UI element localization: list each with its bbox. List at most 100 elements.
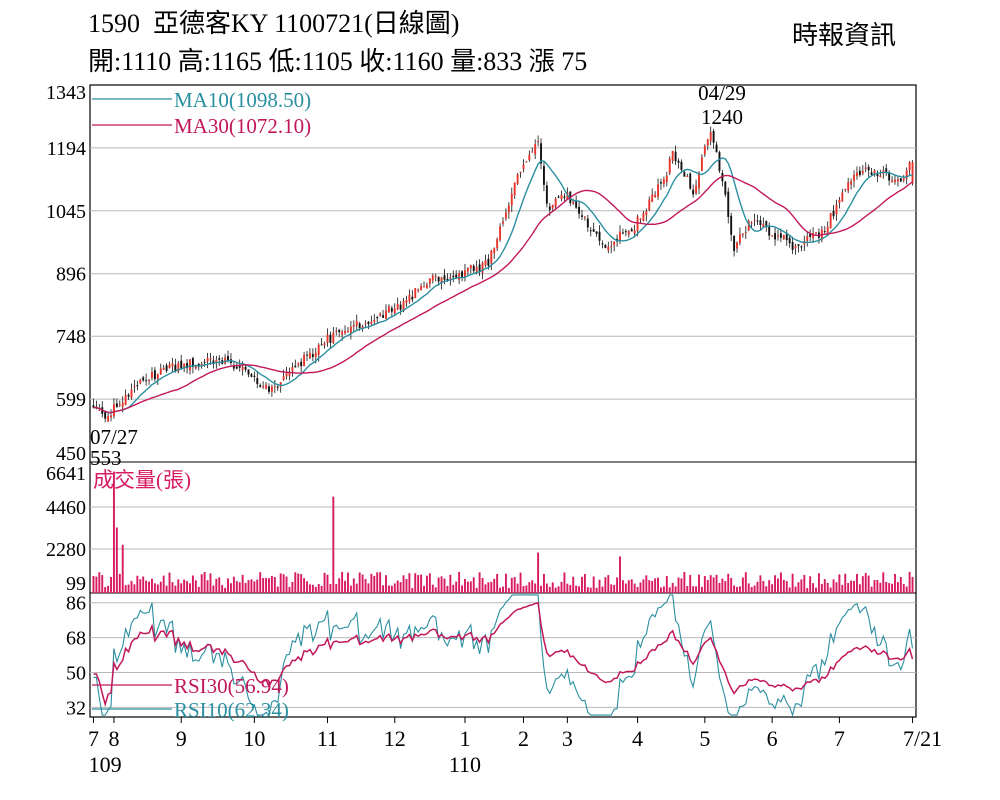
volume-bar bbox=[724, 581, 727, 593]
candle bbox=[727, 191, 730, 217]
volume-bar bbox=[727, 573, 730, 593]
volume-bar bbox=[627, 580, 630, 593]
volume-bar bbox=[370, 573, 373, 593]
candle bbox=[180, 360, 183, 369]
volume-bar bbox=[700, 586, 703, 593]
volume-bar bbox=[253, 581, 256, 593]
volume-bar bbox=[390, 585, 393, 593]
candle bbox=[168, 364, 171, 369]
candle bbox=[733, 235, 736, 252]
candle bbox=[800, 246, 803, 248]
candle bbox=[908, 161, 911, 171]
volume-bar bbox=[756, 581, 759, 593]
chart-header-line1: 1590 亞德客KY 1100721(日線圖) bbox=[88, 10, 459, 38]
volume-bar bbox=[282, 574, 285, 593]
candle bbox=[171, 363, 174, 367]
candle bbox=[554, 198, 557, 207]
volume-bar bbox=[437, 577, 440, 593]
candle bbox=[469, 265, 472, 269]
stock-name: 亞德客KY bbox=[153, 9, 268, 38]
candle bbox=[367, 321, 370, 325]
volume-bar bbox=[104, 587, 107, 593]
candle bbox=[244, 366, 247, 370]
candle bbox=[115, 403, 118, 408]
volume-bar bbox=[171, 582, 174, 593]
candle bbox=[306, 354, 308, 356]
volume-bar bbox=[180, 583, 183, 593]
candle bbox=[657, 184, 659, 197]
volume-bar bbox=[636, 586, 639, 593]
volume-bar bbox=[645, 575, 648, 593]
volume-bar bbox=[747, 583, 750, 593]
volume-bar bbox=[262, 578, 265, 593]
candle bbox=[680, 161, 683, 170]
candle bbox=[92, 405, 95, 408]
candle bbox=[502, 221, 504, 224]
volume-bar bbox=[894, 574, 896, 593]
volume-bar bbox=[297, 573, 300, 593]
volume-bar bbox=[118, 573, 121, 593]
candle bbox=[902, 178, 905, 181]
candle bbox=[782, 235, 785, 240]
volume-bar bbox=[899, 577, 902, 593]
volume-bar bbox=[507, 587, 510, 593]
x-tick-label: 7 bbox=[834, 726, 845, 751]
volume-bar bbox=[174, 585, 177, 593]
candle bbox=[458, 273, 461, 281]
candle bbox=[671, 150, 674, 161]
x-tick-label: 1 bbox=[459, 726, 470, 751]
volume-bar bbox=[502, 586, 504, 593]
candle bbox=[698, 172, 700, 189]
volume-bar bbox=[569, 585, 572, 593]
source-label: 時報資訊 bbox=[792, 21, 897, 50]
volume-bar bbox=[750, 587, 753, 593]
volume-bar bbox=[364, 579, 367, 593]
candle bbox=[341, 331, 344, 335]
volume-bar bbox=[145, 580, 148, 593]
candle bbox=[797, 244, 800, 246]
volume-bar bbox=[464, 578, 466, 593]
volume-bar bbox=[335, 584, 338, 593]
volume-bar bbox=[595, 587, 598, 593]
candle bbox=[428, 278, 431, 284]
candle bbox=[563, 196, 566, 198]
volume-bar bbox=[768, 580, 771, 593]
rsi-tick-label: 32 bbox=[66, 697, 86, 719]
rsi30-line bbox=[93, 602, 914, 708]
volume-bar bbox=[905, 586, 908, 593]
candle bbox=[472, 265, 475, 272]
volume-bar bbox=[478, 572, 481, 593]
candle bbox=[273, 386, 276, 388]
volume-bar bbox=[771, 584, 774, 593]
ma10-legend-label: MA10(1098.50) bbox=[174, 88, 311, 112]
volume-bar bbox=[420, 574, 423, 593]
rsi-tick-label: 50 bbox=[66, 662, 86, 684]
candle bbox=[651, 194, 654, 202]
ma30-line bbox=[93, 174, 913, 414]
volume-bar bbox=[885, 581, 888, 593]
candle bbox=[765, 221, 768, 228]
volume-bar bbox=[206, 580, 209, 593]
candle bbox=[499, 226, 502, 240]
volume-bar bbox=[835, 582, 838, 593]
candle bbox=[856, 172, 858, 177]
candle bbox=[224, 357, 227, 364]
candle bbox=[613, 241, 616, 246]
volume-bar bbox=[882, 572, 885, 593]
volume-bar bbox=[548, 586, 551, 593]
price-tick-label: 1343 bbox=[46, 82, 86, 104]
volume-bar bbox=[317, 584, 320, 593]
candle bbox=[268, 386, 270, 392]
volume-bar bbox=[268, 578, 270, 593]
candle bbox=[627, 231, 630, 235]
volume-bar bbox=[537, 552, 540, 593]
volume-bar bbox=[428, 573, 431, 593]
volume-bar bbox=[379, 572, 382, 593]
candle bbox=[885, 168, 888, 173]
candle bbox=[867, 166, 870, 171]
candle bbox=[809, 233, 812, 237]
volume-bar bbox=[127, 584, 130, 593]
candle bbox=[259, 385, 262, 387]
candle bbox=[425, 284, 428, 289]
candle bbox=[730, 215, 733, 235]
